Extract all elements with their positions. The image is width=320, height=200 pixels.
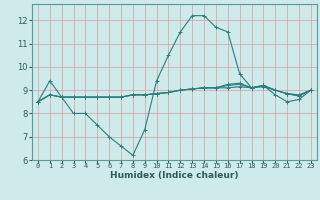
X-axis label: Humidex (Indice chaleur): Humidex (Indice chaleur) [110,171,239,180]
